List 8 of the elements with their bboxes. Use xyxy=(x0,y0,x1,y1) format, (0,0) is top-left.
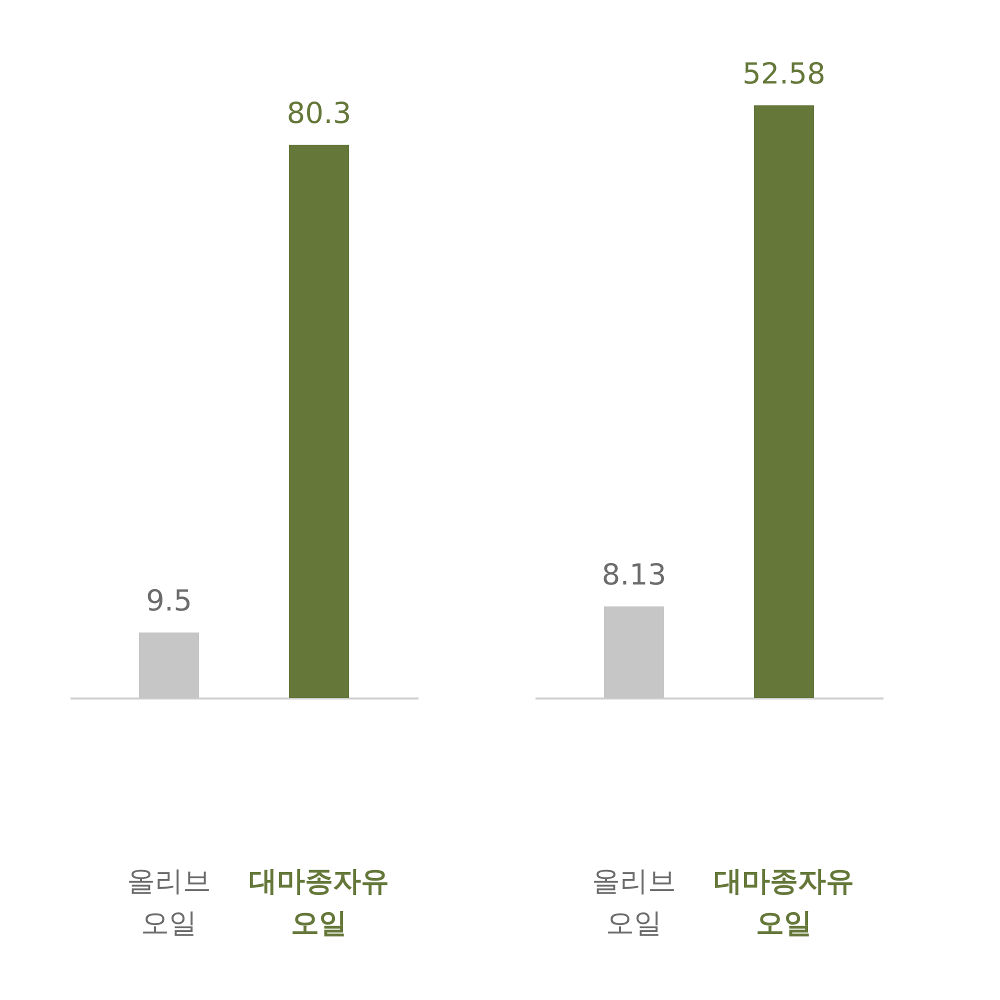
data-label: 9.5 xyxy=(146,584,192,618)
x-tick-label: 올리브 오일 xyxy=(127,864,211,940)
x-tick-label: 대마종자유 오일 xyxy=(249,864,389,940)
data-label: 80.3 xyxy=(286,96,352,130)
data-label: 52.58 xyxy=(742,56,826,90)
x-tick-label: 대마종자유 오일 xyxy=(714,864,854,940)
data-label: 8.13 xyxy=(602,557,666,592)
x-tick-label: 올리브 오일 xyxy=(592,864,676,940)
